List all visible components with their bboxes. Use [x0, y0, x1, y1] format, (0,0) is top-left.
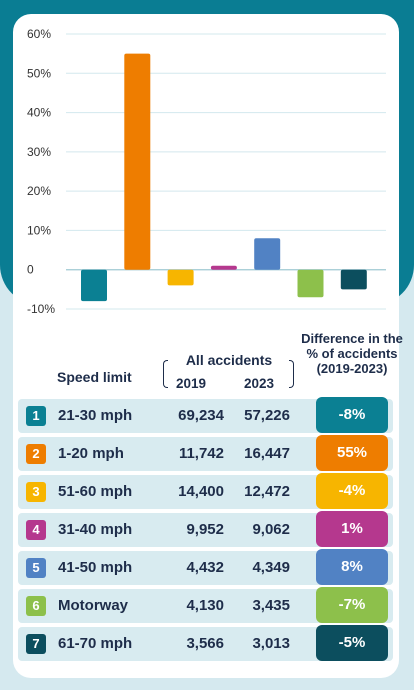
bracket-right: [289, 360, 294, 388]
all-accidents-label: All accidents: [181, 352, 277, 368]
bar-5: [254, 238, 281, 270]
difference-pill: 8%: [316, 549, 388, 585]
accidents-2019-cell: 4,130: [186, 597, 224, 614]
speed-limit-cell: Motorway: [58, 597, 129, 614]
difference-pill: -4%: [316, 473, 388, 509]
bar-1: [81, 269, 107, 302]
table-row: 4 31-40 mph 9,952 9,062 1%: [18, 511, 393, 547]
y-tick-label: 30%: [27, 145, 51, 159]
table-row: 6 Motorway 4,130 3,435 -7%: [18, 587, 393, 623]
speed-limit-cell: 21-30 mph: [58, 407, 133, 424]
year-2023-header: 2023: [244, 376, 275, 391]
table-row: 1 21-30 mph 69,234 57,226 -8%: [18, 397, 393, 433]
row-number-badge: 5: [26, 558, 46, 578]
y-tick-label: 10%: [27, 223, 51, 237]
speed-limit-header: Speed limit: [57, 369, 132, 385]
accidents-2023-cell: 9,062: [252, 521, 290, 538]
accidents-2019-cell: 14,400: [178, 483, 224, 500]
accidents-2023-cell: 16,447: [244, 445, 290, 462]
bar-4: [210, 265, 237, 270]
accidents-2019-cell: 9,952: [186, 521, 224, 538]
table-row: 7 61-70 mph 3,566 3,013 -5%: [18, 625, 393, 661]
difference-pill: 55%: [316, 435, 388, 471]
difference-pill: 1%: [316, 511, 388, 547]
accidents-2019-cell: 4,432: [186, 559, 224, 576]
y-tick-label: 60%: [27, 27, 51, 41]
speed-limit-cell: 1-20 mph: [58, 445, 124, 462]
y-axis-ticks: 60% 50% 40% 30% 20% 10% 0 -10%: [27, 27, 55, 316]
all-accidents-header: All accidents: [163, 352, 295, 368]
table-row: 3 51-60 mph 14,400 12,472 -4%: [18, 473, 393, 509]
speed-limit-cell: 41-50 mph: [58, 559, 133, 576]
y-tick-label: 50%: [27, 66, 51, 80]
accidents-2023-cell: 4,349: [252, 559, 290, 576]
y-tick-label: 0: [27, 263, 34, 277]
row-number-badge: 7: [26, 634, 46, 654]
accidents-2023-cell: 12,472: [244, 483, 290, 500]
accidents-2023-cell: 3,013: [252, 635, 290, 652]
difference-header: Difference in the % of accidents (2019-2…: [301, 331, 403, 376]
y-tick-label: 20%: [27, 184, 51, 198]
table-row: 5 41-50 mph 4,432 4,349 8%: [18, 549, 393, 585]
accidents-2023-cell: 57,226: [244, 407, 290, 424]
speed-limit-cell: 61-70 mph: [58, 635, 133, 652]
bars: [81, 53, 367, 302]
bar-6: [297, 269, 324, 298]
row-number-badge: 3: [26, 482, 46, 502]
accidents-2019-cell: 69,234: [178, 407, 224, 424]
grid: [66, 33, 386, 310]
difference-pill: -7%: [316, 587, 388, 623]
difference-pill: -8%: [316, 397, 388, 433]
table-row: 2 1-20 mph 11,742 16,447 55%: [18, 435, 393, 471]
row-number-badge: 4: [26, 520, 46, 540]
row-number-badge: 2: [26, 444, 46, 464]
bar-3: [167, 269, 194, 286]
bracket-left: [163, 360, 168, 388]
speed-limit-cell: 31-40 mph: [58, 521, 133, 538]
accidents-2023-cell: 3,435: [252, 597, 290, 614]
row-number-badge: 1: [26, 406, 46, 426]
y-tick-label: -10%: [27, 302, 55, 316]
accidents-2019-cell: 11,742: [178, 445, 224, 462]
difference-pill: -5%: [316, 625, 388, 661]
bar-7: [340, 269, 367, 290]
year-2019-header: 2019: [176, 376, 207, 391]
accidents-2019-cell: 3,566: [186, 635, 224, 652]
bar-chart: 60% 50% 40% 30% 20% 10% 0 -10%: [27, 27, 386, 316]
y-tick-label: 40%: [27, 106, 51, 120]
speed-limit-cell: 51-60 mph: [58, 483, 133, 500]
row-number-badge: 6: [26, 596, 46, 616]
bar-2: [124, 53, 151, 270]
